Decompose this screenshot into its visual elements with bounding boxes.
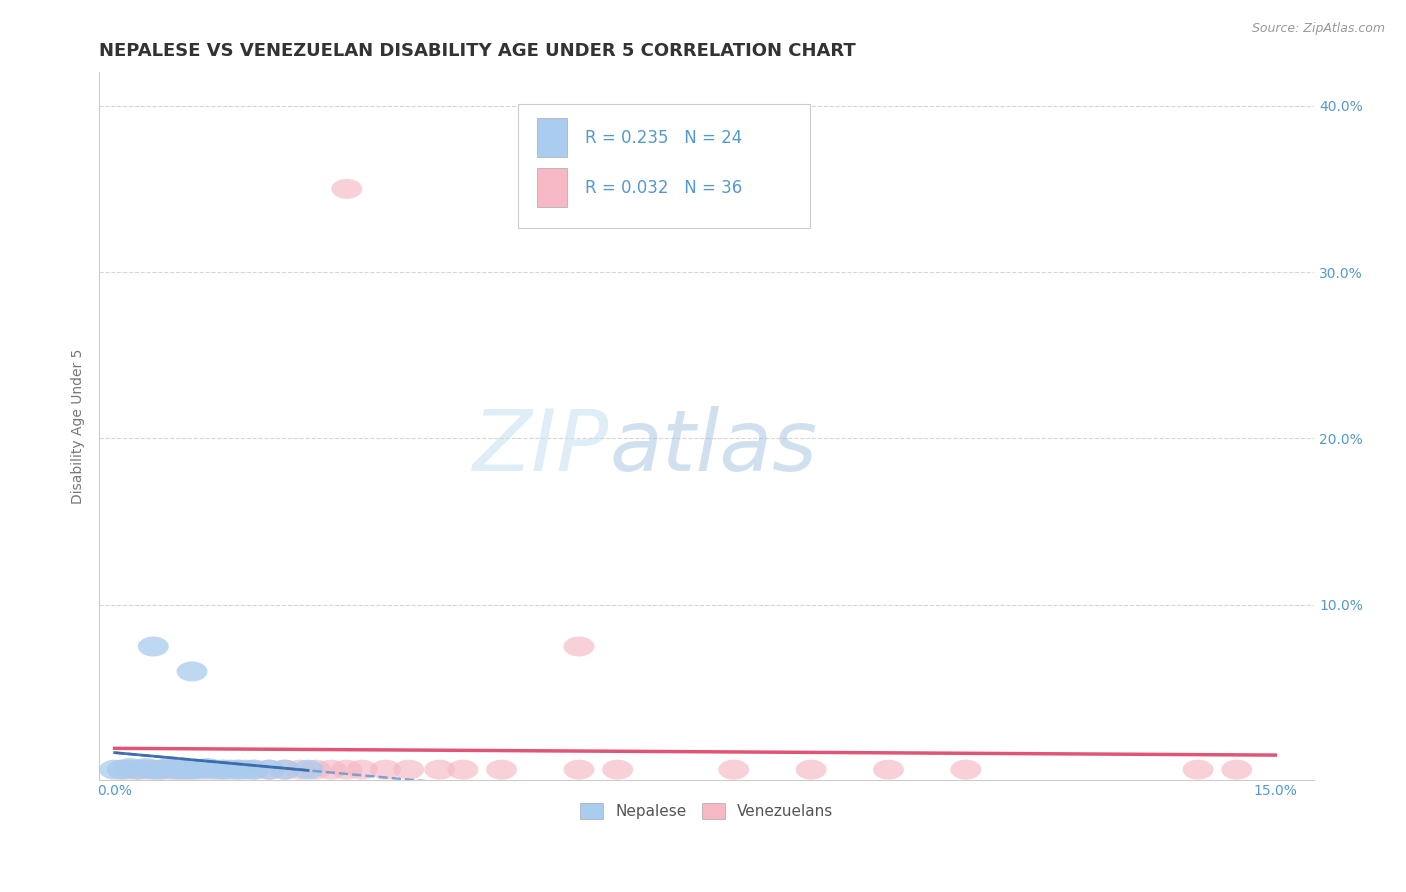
Ellipse shape bbox=[224, 760, 254, 780]
Ellipse shape bbox=[138, 760, 169, 780]
Ellipse shape bbox=[270, 760, 301, 780]
Ellipse shape bbox=[177, 662, 208, 681]
Ellipse shape bbox=[122, 760, 153, 780]
Legend: Nepalese, Venezuelans: Nepalese, Venezuelans bbox=[574, 797, 839, 825]
Ellipse shape bbox=[177, 760, 208, 780]
Ellipse shape bbox=[254, 760, 285, 780]
Ellipse shape bbox=[1182, 760, 1213, 780]
Ellipse shape bbox=[447, 760, 478, 780]
Text: ZIP: ZIP bbox=[474, 406, 609, 489]
Ellipse shape bbox=[239, 760, 270, 780]
Ellipse shape bbox=[285, 760, 316, 780]
Ellipse shape bbox=[208, 760, 239, 780]
Ellipse shape bbox=[122, 760, 153, 780]
Ellipse shape bbox=[425, 760, 456, 780]
Ellipse shape bbox=[239, 760, 270, 780]
Ellipse shape bbox=[208, 760, 239, 780]
Ellipse shape bbox=[370, 760, 401, 780]
Ellipse shape bbox=[292, 760, 323, 780]
Ellipse shape bbox=[115, 760, 146, 780]
Ellipse shape bbox=[193, 760, 224, 780]
Ellipse shape bbox=[107, 760, 138, 780]
Ellipse shape bbox=[332, 760, 363, 780]
Ellipse shape bbox=[169, 760, 200, 780]
Ellipse shape bbox=[224, 760, 254, 780]
Ellipse shape bbox=[100, 760, 131, 780]
Ellipse shape bbox=[193, 758, 224, 778]
FancyBboxPatch shape bbox=[537, 168, 567, 207]
Text: R = 0.032   N = 36: R = 0.032 N = 36 bbox=[585, 178, 742, 197]
Text: atlas: atlas bbox=[609, 406, 817, 489]
Ellipse shape bbox=[169, 760, 200, 780]
Ellipse shape bbox=[153, 760, 184, 780]
Ellipse shape bbox=[347, 760, 378, 780]
Ellipse shape bbox=[950, 760, 981, 780]
Ellipse shape bbox=[184, 760, 215, 780]
Ellipse shape bbox=[138, 637, 169, 657]
Text: Source: ZipAtlas.com: Source: ZipAtlas.com bbox=[1251, 22, 1385, 36]
Ellipse shape bbox=[153, 758, 184, 778]
Ellipse shape bbox=[138, 760, 169, 780]
Ellipse shape bbox=[332, 179, 363, 199]
Ellipse shape bbox=[873, 760, 904, 780]
Ellipse shape bbox=[162, 760, 193, 780]
Ellipse shape bbox=[146, 760, 177, 780]
Ellipse shape bbox=[316, 760, 347, 780]
Ellipse shape bbox=[602, 760, 633, 780]
Ellipse shape bbox=[254, 760, 285, 780]
Ellipse shape bbox=[215, 760, 246, 780]
Ellipse shape bbox=[270, 760, 301, 780]
Ellipse shape bbox=[564, 760, 595, 780]
FancyBboxPatch shape bbox=[519, 104, 810, 228]
Ellipse shape bbox=[131, 758, 162, 778]
Ellipse shape bbox=[131, 760, 162, 780]
Ellipse shape bbox=[564, 637, 595, 657]
Ellipse shape bbox=[146, 760, 177, 780]
Ellipse shape bbox=[486, 760, 517, 780]
Ellipse shape bbox=[162, 760, 193, 780]
Text: NEPALESE VS VENEZUELAN DISABILITY AGE UNDER 5 CORRELATION CHART: NEPALESE VS VENEZUELAN DISABILITY AGE UN… bbox=[100, 42, 856, 60]
Y-axis label: Disability Age Under 5: Disability Age Under 5 bbox=[72, 349, 86, 504]
Ellipse shape bbox=[394, 760, 425, 780]
Text: R = 0.235   N = 24: R = 0.235 N = 24 bbox=[585, 129, 742, 147]
Ellipse shape bbox=[231, 760, 262, 780]
FancyBboxPatch shape bbox=[537, 119, 567, 157]
Ellipse shape bbox=[796, 760, 827, 780]
Ellipse shape bbox=[1222, 760, 1253, 780]
Ellipse shape bbox=[115, 758, 146, 778]
Ellipse shape bbox=[200, 760, 231, 780]
Ellipse shape bbox=[301, 760, 332, 780]
Ellipse shape bbox=[177, 760, 208, 780]
Ellipse shape bbox=[718, 760, 749, 780]
Ellipse shape bbox=[107, 760, 138, 780]
